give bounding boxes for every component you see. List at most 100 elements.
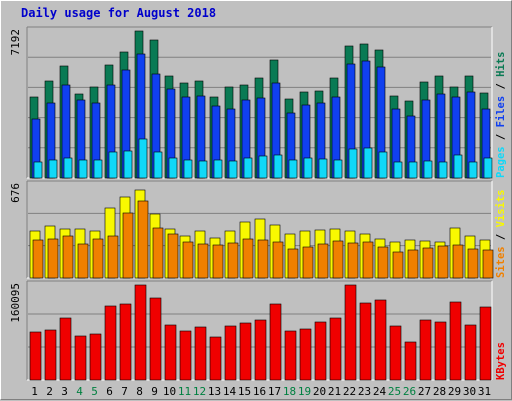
bar-kbytes-day-12	[194, 326, 207, 381]
bar-sites-day-25	[392, 251, 404, 279]
bar-pages-day-18	[288, 159, 298, 179]
bar-sites-day-3	[62, 235, 74, 279]
bar-kbytes-day-30	[464, 324, 477, 381]
bar-kbytes-day-19	[299, 328, 312, 381]
legend-entry-visits: Visits	[495, 189, 507, 227]
x-tick-label-day-18: 18	[283, 385, 296, 398]
bar-kbytes-day-27	[419, 319, 432, 381]
bar-pages-day-2	[48, 159, 58, 179]
bar-pages-day-20	[318, 158, 328, 179]
bar-pages-day-17	[273, 154, 283, 179]
bar-pages-day-25	[393, 161, 403, 179]
x-tick-label-day-30: 30	[463, 385, 476, 398]
bar-pages-day-16	[258, 155, 268, 179]
bar-pages-day-13	[213, 159, 223, 179]
x-tick-label-day-28: 28	[433, 385, 446, 398]
bar-pages-day-4	[78, 159, 88, 179]
bar-pages-day-7	[123, 150, 133, 179]
x-tick-label-day-15: 15	[238, 385, 251, 398]
bar-kbytes-day-15	[239, 322, 252, 381]
legend-entry-sites: Sites	[495, 246, 507, 278]
bar-sites-day-2	[47, 238, 59, 279]
bar-kbytes-day-29	[449, 301, 462, 381]
bar-kbytes-day-8	[134, 284, 147, 381]
bar-sites-day-14	[227, 242, 239, 279]
legend-label-visits-sites: Sites / Visits	[495, 189, 507, 278]
y-max-label-hits-files-pages: 7192	[9, 29, 22, 56]
x-tick-label-day-3: 3	[61, 385, 68, 398]
bar-kbytes-day-26	[404, 341, 417, 381]
bar-pages-day-22	[348, 148, 358, 179]
x-tick-label-day-14: 14	[223, 385, 237, 398]
bar-sites-day-9	[152, 227, 164, 279]
bar-pages-day-8	[138, 138, 148, 179]
bar-pages-day-12	[198, 160, 208, 179]
bar-kbytes-day-24	[374, 299, 387, 381]
bar-sites-day-18	[287, 248, 299, 279]
bar-kbytes-day-31	[479, 306, 492, 381]
bar-pages-day-24	[378, 151, 388, 179]
x-tick-label-day-26: 26	[403, 385, 416, 398]
bar-sites-day-22	[347, 242, 359, 279]
bar-pages-day-23	[363, 147, 373, 179]
bar-kbytes-day-4	[74, 335, 87, 381]
bar-sites-day-12	[197, 243, 209, 279]
x-tick-label-day-4: 4	[76, 385, 83, 398]
bar-kbytes-day-3	[59, 317, 72, 381]
bar-kbytes-day-9	[149, 297, 162, 381]
bar-sites-day-19	[302, 246, 314, 279]
legend-entry-files: Files	[495, 96, 507, 128]
legend-label-hits-files-pages: Pages / Files / Hits	[495, 52, 507, 178]
x-tick-label-day-13: 13	[208, 385, 221, 398]
x-tick-label-day-1: 1	[31, 385, 38, 398]
legend-separator: /	[495, 127, 507, 146]
bar-kbytes-day-23	[359, 302, 372, 381]
legend-entry-pages: Pages	[495, 146, 507, 178]
x-tick-label-day-24: 24	[373, 385, 387, 398]
legend-entry-hits: Hits	[495, 52, 507, 77]
bar-kbytes-day-16	[254, 319, 267, 381]
x-tick-label-day-27: 27	[418, 385, 431, 398]
bar-pages-day-29	[453, 154, 463, 179]
bar-kbytes-day-20	[314, 321, 327, 381]
bar-pages-day-15	[243, 157, 253, 179]
bar-pages-day-1	[33, 161, 43, 179]
bar-pages-day-21	[333, 159, 343, 179]
bar-sites-day-31	[482, 249, 494, 279]
bar-pages-day-27	[423, 160, 433, 179]
y-max-label-visits-sites: 676	[9, 183, 22, 203]
bar-pages-day-26	[408, 161, 418, 179]
bar-sites-day-23	[362, 241, 374, 279]
x-tick-label-day-12: 12	[193, 385, 206, 398]
bar-sites-day-20	[317, 243, 329, 279]
bar-kbytes-day-6	[104, 305, 117, 381]
bar-kbytes-day-21	[329, 317, 342, 381]
legend-label-kbytes: KBytes	[495, 342, 507, 380]
x-tick-label-day-7: 7	[121, 385, 128, 398]
x-tick-label-day-2: 2	[46, 385, 53, 398]
bar-pages-day-6	[108, 151, 118, 179]
x-tick-label-day-31: 31	[478, 385, 491, 398]
y-max-label-kbytes: 160095	[9, 283, 22, 323]
bar-kbytes-day-1	[29, 331, 42, 381]
x-tick-label-day-25: 25	[388, 385, 401, 398]
bar-kbytes-day-7	[119, 303, 132, 381]
x-tick-label-day-23: 23	[358, 385, 371, 398]
bar-kbytes-day-18	[284, 330, 297, 381]
bar-pages-day-31	[483, 157, 493, 179]
bar-pages-day-3	[63, 157, 73, 179]
bar-sites-day-24	[377, 246, 389, 279]
chart-title: Daily usage for August 2018	[21, 6, 217, 20]
bar-kbytes-day-13	[209, 336, 222, 381]
legend-separator: /	[495, 227, 507, 246]
bar-kbytes-day-14	[224, 325, 237, 381]
bar-sites-day-10	[167, 233, 179, 279]
legend-entry-kbytes: KBytes	[495, 342, 507, 380]
bar-sites-day-7	[122, 212, 134, 279]
bar-sites-day-11	[182, 241, 194, 279]
x-tick-label-day-6: 6	[106, 385, 113, 398]
bar-kbytes-day-28	[434, 321, 447, 381]
x-tick-label-day-10: 10	[163, 385, 176, 398]
bar-kbytes-day-22	[344, 284, 357, 381]
